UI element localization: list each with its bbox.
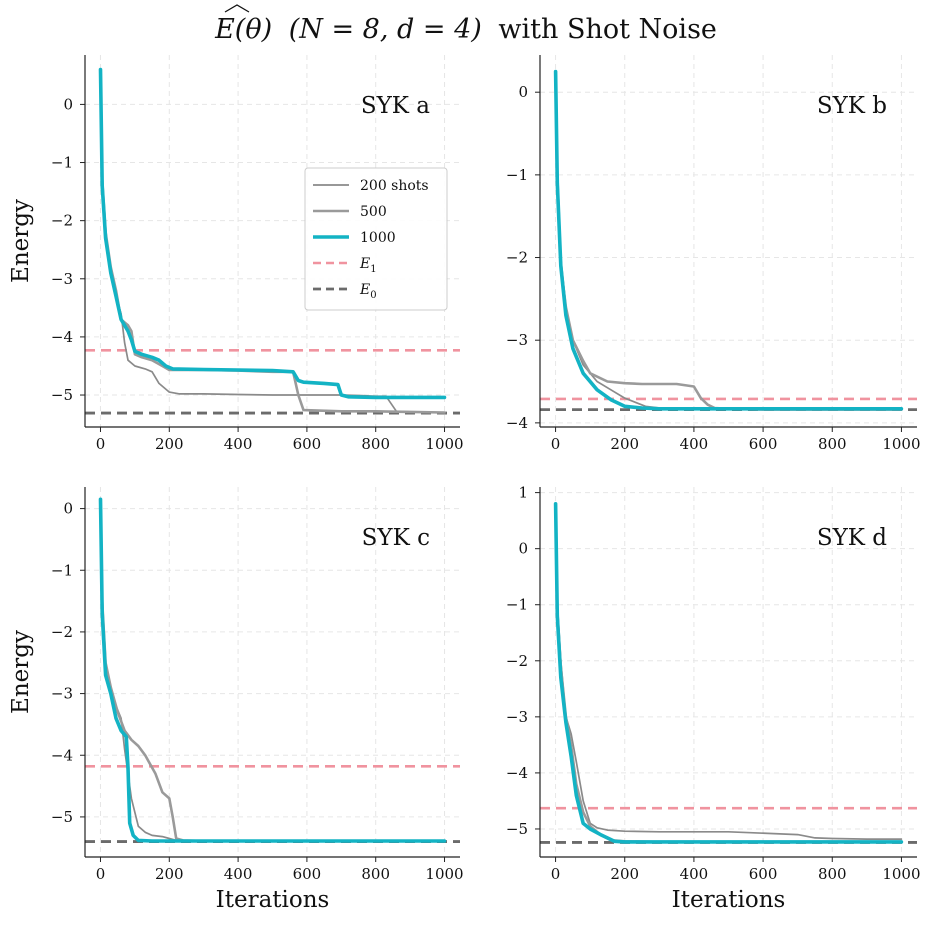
panel-label: SYK a [361,93,430,119]
figure-title: E(θ) (N = 8, d = 4) with Shot Noise [214,14,717,45]
title-hat [224,4,250,13]
x-tick-label: 1000 [425,435,463,453]
y-tick-label: 0 [518,83,528,101]
legend-label-main: E [359,256,370,272]
x-tick-label: 600 [749,435,778,453]
y-tick-label: −4 [51,328,73,346]
y-axis-label: Energy [8,630,34,714]
legend-label-subscript: 0 [370,290,376,301]
panel-4: 0 200 400 600 800 1000 1 0 −1 −2 −3 −4 −5 SYK d Iterat… [506,484,921,913]
y-tick-label: −1 [506,596,528,614]
series-line-1000 [98,67,447,400]
x-tick-label: 0 [96,435,106,453]
y-tick-label: −3 [51,685,73,703]
series-line-1000 [553,501,904,844]
x-tick-label: 800 [818,865,847,883]
series-line-200-shots [554,70,903,411]
y-tick-label: −1 [51,154,73,172]
legend-label: E0 [359,282,377,301]
legend-label-main: E [359,282,370,298]
y-tick-label: −1 [506,166,528,184]
x-axis-label: Iterations [216,887,330,913]
title-params: (N = 8, d = 4) [289,14,482,45]
x-tick-label: 0 [551,435,561,453]
y-tick-label: −3 [506,331,528,349]
x-tick-label: 0 [551,865,561,883]
y-tick-label: −5 [51,386,73,404]
legend-label: E1 [359,256,377,275]
x-tick-label: 800 [818,435,847,453]
y-tick-label: 0 [63,95,73,113]
y-tick-label: −5 [506,820,528,838]
y-tick-label: −4 [506,414,528,432]
series-line-500 [554,502,903,844]
x-tick-label: 1000 [882,865,920,883]
x-tick-label: 1000 [425,865,463,883]
panel-3: 0 200 400 600 800 1000 0 −1 −2 −3 −4 −5 SYK c Energy I… [8,487,464,913]
y-tick-label: −3 [51,270,73,288]
y-tick-label: −2 [506,249,528,267]
x-tick-label: 200 [610,435,639,453]
legend-box [304,167,448,311]
x-tick-label: 0 [96,865,106,883]
y-tick-label: 0 [63,500,73,518]
y-tick-label: −5 [51,808,73,826]
panel-label: SYK d [817,525,887,551]
x-tick-label: 600 [293,865,322,883]
x-tick-label: 400 [224,865,253,883]
x-tick-label: 400 [680,435,709,453]
x-tick-label: 200 [155,435,184,453]
y-tick-label: −2 [506,652,528,670]
x-tick-label: 800 [361,865,390,883]
y-tick-label: 1 [518,484,528,502]
y-tick-label: −2 [51,623,73,641]
series-line-500 [554,70,903,411]
x-tick-label: 200 [610,865,639,883]
title-math: E(θ) [214,14,272,45]
title-suffix: with Shot Noise [498,14,717,45]
x-tick-label: 600 [749,865,778,883]
legend-label: 200 shots [360,178,429,194]
panel-label: SYK c [362,525,430,551]
y-tick-label: −3 [506,708,528,726]
y-tick-label: −1 [51,561,73,579]
y-tick-label: −2 [51,212,73,230]
y-tick-label: −4 [506,764,528,782]
legend-label: 1000 [360,230,396,246]
legend-label-subscript: 1 [370,264,376,275]
y-tick-label: −4 [51,746,73,764]
series-line-1000 [98,497,447,843]
series-line-1000 [553,69,904,411]
x-tick-label: 200 [155,865,184,883]
x-tick-label: 1000 [882,435,920,453]
x-tick-label: 400 [680,865,709,883]
legend-label: 500 [360,204,387,220]
x-tick-label: 600 [293,435,322,453]
y-axis-label: Energy [8,199,34,283]
x-axis-label: Iterations [672,887,786,913]
x-tick-label: 800 [361,435,390,453]
panel-2: 0 200 400 600 800 1000 0 −1 −2 −3 −4 SYK b [506,55,921,453]
panel-1: 0 200 400 600 800 1000 0 −1 −2 −3 −4 −5 SYK a Energy 2… [8,55,464,453]
series-line-200-shots [554,502,903,840]
y-tick-label: 0 [518,540,528,558]
x-tick-label: 400 [224,435,253,453]
panel-label: SYK b [817,93,887,119]
